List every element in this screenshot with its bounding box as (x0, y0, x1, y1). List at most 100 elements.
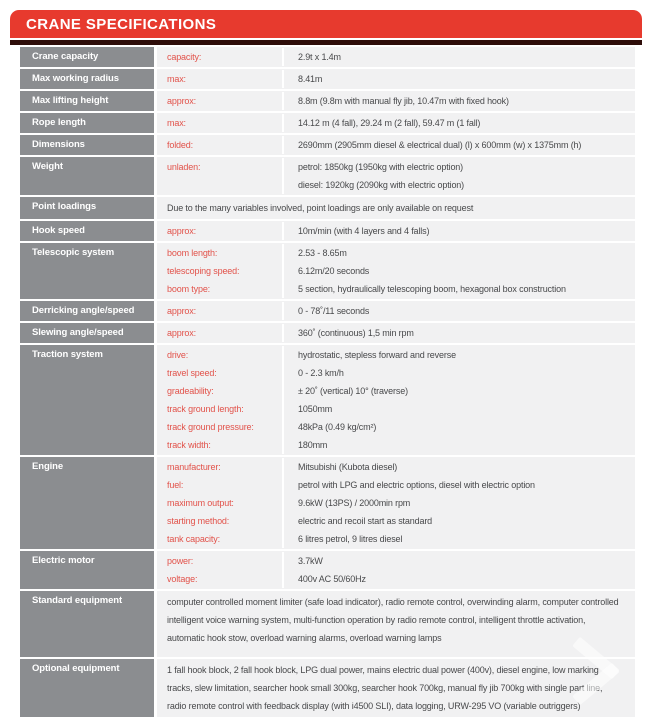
spec-value: 5 section, hydraulically telescoping boo… (282, 280, 635, 298)
spec-row: Point loadings Due to the many variables … (20, 197, 635, 219)
spec-row: Standard equipment computer controlled mo… (20, 591, 635, 657)
spec-key: max: (167, 118, 186, 128)
spec-row: Dimensions folded: 2690mm (2905mm diesel &… (20, 135, 635, 155)
row-text: Due to the many variables involved, poin… (167, 203, 474, 213)
spec-key: telescoping speed: (167, 266, 240, 276)
row-label: Max lifting height (20, 91, 157, 111)
row-label: Weight (20, 157, 157, 195)
row-content: drive: hydrostatic, stepless forward and … (157, 345, 635, 455)
spec-entry: diesel: 1920kg (2090kg with electric opt… (157, 176, 635, 194)
row-label: Standard equipment (20, 591, 157, 657)
spec-value: 400v AC 50/60Hz (282, 570, 635, 588)
spec-key: fuel: (167, 480, 184, 490)
spec-entry: voltage: 400v AC 50/60Hz (157, 570, 635, 588)
spec-value: petrol: 1850kg (1950kg with electric opt… (282, 158, 635, 176)
spec-value: 2.9t x 1.4m (282, 48, 635, 66)
spec-row: Derricking angle/speed approx: 0 - 78˚/11 … (20, 301, 635, 321)
spec-entry: approx: 0 - 78˚/11 seconds (157, 302, 635, 320)
spec-row: Max working radius max: 8.41m (20, 69, 635, 89)
row-content: manufacturer: Mitsubishi (Kubota diesel) f… (157, 457, 635, 549)
spec-value: 180mm (282, 436, 635, 454)
row-text: 1 fall hook block, 2 fall hook block, LP… (167, 665, 603, 711)
row-content: max: 8.41m (157, 69, 635, 89)
spec-value: 8.41m (282, 70, 635, 88)
row-content: boom length: 2.53 - 8.65m telescoping spee… (157, 243, 635, 299)
row-content: 1 fall hook block, 2 fall hook block, LP… (157, 659, 635, 717)
spec-key: voltage: (167, 574, 198, 584)
spec-row: Slewing angle/speed approx: 360˚ (continuo… (20, 323, 635, 343)
spec-entry: telescoping speed: 6.12m/20 seconds (157, 262, 635, 280)
spec-value: 6 litres petrol, 9 litres diesel (282, 530, 635, 548)
spec-key: boom length: (167, 248, 218, 258)
spec-row: Rope length max: 14.12 m (4 fall), 29.24 m… (20, 113, 635, 133)
specifications-table: Crane capacity capacity: 2.9t x 1.4m Max wo… (20, 47, 635, 718)
spec-key: boom type: (167, 284, 211, 294)
spec-key: approx: (167, 328, 196, 338)
spec-value: ± 20˚ (vertical) 10° (traverse) (282, 382, 635, 400)
row-label: Traction system (20, 345, 157, 455)
spec-entry: maximum output: 9.6kW (13PS) / 2000min rp… (157, 494, 635, 512)
spec-key: track width: (167, 440, 211, 450)
spec-entry: folded: 2690mm (2905mm diesel & electrica… (157, 136, 635, 154)
spec-entry: power: 3.7kW (157, 552, 635, 570)
spec-entry: fuel: petrol with LPG and electric option… (157, 476, 635, 494)
spec-entry: travel speed: 0 - 2.3 km/h (157, 364, 635, 382)
page-title-banner: CRANE SPECIFICATIONS (10, 10, 642, 38)
spec-value: 1050mm (282, 400, 635, 418)
spec-row: Engine manufacturer: Mitsubishi (Kubota di… (20, 457, 635, 549)
spec-key: capacity: (167, 52, 202, 62)
spec-value: 48kPa (0.49 kg/cm²) (282, 418, 635, 436)
row-label: Telescopic system (20, 243, 157, 299)
spec-value: diesel: 1920kg (2090kg with electric opt… (282, 176, 635, 194)
spec-key: track ground pressure: (167, 422, 254, 432)
spec-key: max: (167, 74, 186, 84)
spec-key: unladen: (167, 162, 201, 172)
spec-row: Weight unladen: petrol: 1850kg (1950kg wit… (20, 157, 635, 195)
row-content: approx: 8.8m (9.8m with manual fly jib, 1… (157, 91, 635, 111)
row-label: Max working radius (20, 69, 157, 89)
row-content: approx: 360˚ (continuous) 1,5 min rpm (157, 323, 635, 343)
spec-entry: gradeability: ± 20˚ (vertical) 10° (trave… (157, 382, 635, 400)
spec-entry: max: 14.12 m (4 fall), 29.24 m (2 fall), … (157, 114, 635, 132)
spec-key (157, 176, 282, 194)
row-content: max: 14.12 m (4 fall), 29.24 m (2 fall), … (157, 113, 635, 133)
spec-value: 14.12 m (4 fall), 29.24 m (2 fall), 59.4… (282, 114, 635, 132)
row-label: Optional equipment (20, 659, 157, 717)
spec-entry: track width: 180mm (157, 436, 635, 454)
row-label: Rope length (20, 113, 157, 133)
spec-value: 360˚ (continuous) 1,5 min rpm (282, 324, 635, 342)
row-label: Engine (20, 457, 157, 549)
page-title: CRANE SPECIFICATIONS (26, 16, 217, 33)
row-content: Due to the many variables involved, poin… (157, 197, 635, 219)
spec-key: travel speed: (167, 368, 217, 378)
row-label: Hook speed (20, 221, 157, 241)
spec-value: 9.6kW (13PS) / 2000min rpm (282, 494, 635, 512)
spec-entry: track ground pressure: 48kPa (0.49 kg/cm²… (157, 418, 635, 436)
spec-key: track ground length: (167, 404, 244, 414)
spec-entry: tank capacity: 6 litres petrol, 9 litres … (157, 530, 635, 548)
row-content: capacity: 2.9t x 1.4m (157, 47, 635, 67)
spec-key: tank capacity: (167, 534, 220, 544)
row-content: approx: 0 - 78˚/11 seconds (157, 301, 635, 321)
spec-entry: drive: hydrostatic, stepless forward and … (157, 346, 635, 364)
spec-value: 3.7kW (282, 552, 635, 570)
row-content: power: 3.7kW voltage: 400v AC 50/60Hz (157, 551, 635, 589)
spec-row: Electric motor power: 3.7kW voltage: 400v AC… (20, 551, 635, 589)
row-content: computer controlled moment limiter (safe… (157, 591, 635, 657)
spec-row: Traction system drive: hydrostatic, steple… (20, 345, 635, 455)
spec-row: Max lifting height approx: 8.8m (9.8m with… (20, 91, 635, 111)
spec-value: hydrostatic, stepless forward and revers… (282, 346, 635, 364)
spec-value: 0 - 2.3 km/h (282, 364, 635, 382)
spec-value: petrol with LPG and electric options, di… (282, 476, 635, 494)
row-content: folded: 2690mm (2905mm diesel & electrica… (157, 135, 635, 155)
spec-key: approx: (167, 226, 196, 236)
spec-row: Crane capacity capacity: 2.9t x 1.4m (20, 47, 635, 67)
spec-entry: boom length: 2.53 - 8.65m (157, 244, 635, 262)
spec-value: 10m/min (with 4 layers and 4 falls) (282, 222, 635, 240)
spec-key: starting method: (167, 516, 230, 526)
spec-entry: approx: 8.8m (9.8m with manual fly jib, 1… (157, 92, 635, 110)
spec-key: maximum output: (167, 498, 234, 508)
row-label: Electric motor (20, 551, 157, 589)
spec-key: manufacturer: (167, 462, 221, 472)
